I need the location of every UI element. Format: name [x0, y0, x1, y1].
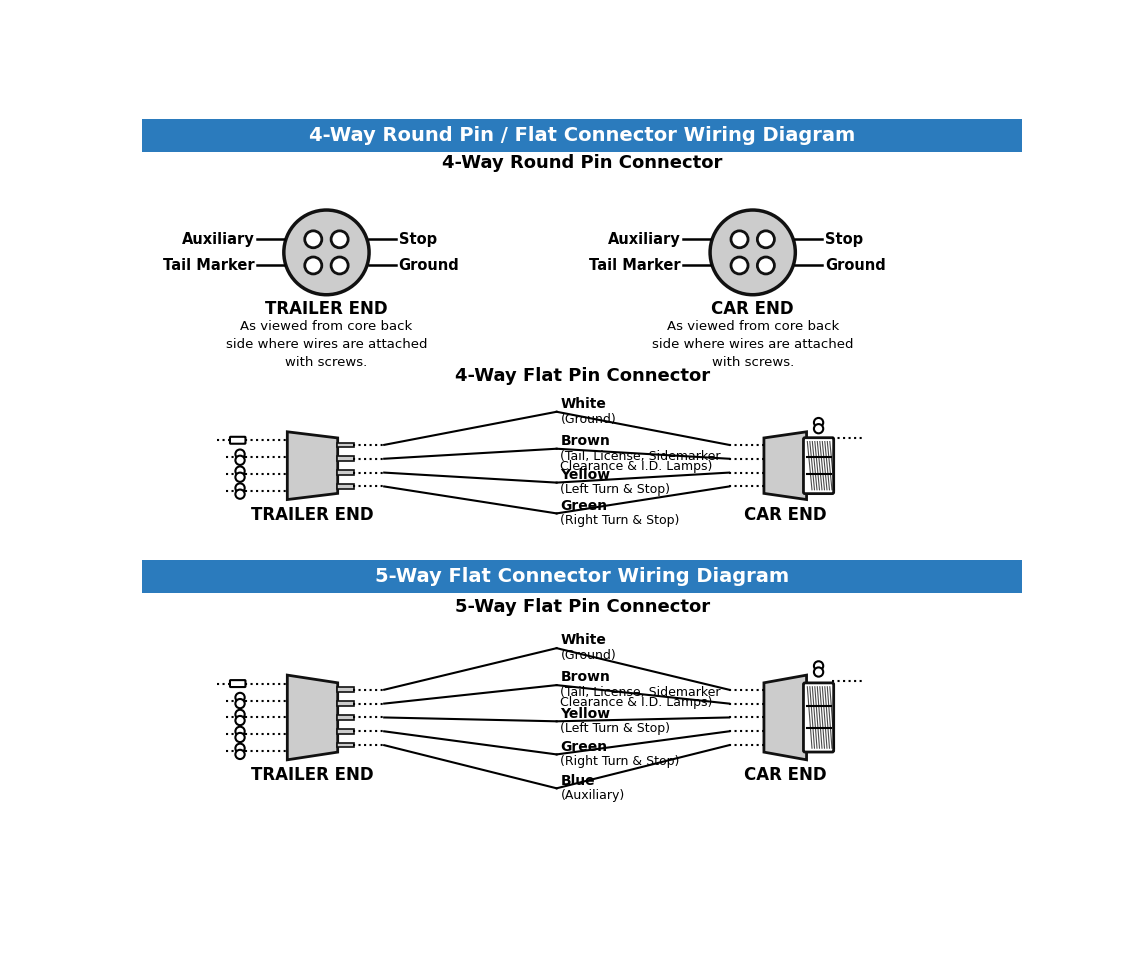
Text: Brown: Brown [560, 434, 610, 448]
Circle shape [235, 483, 244, 493]
Text: White: White [560, 397, 607, 411]
Circle shape [235, 699, 244, 708]
Circle shape [235, 489, 244, 499]
Text: Auxiliary: Auxiliary [608, 232, 680, 247]
FancyBboxPatch shape [337, 729, 353, 733]
FancyBboxPatch shape [337, 443, 353, 447]
Circle shape [813, 424, 824, 433]
Text: (Tail, License, Sidemarker: (Tail, License, Sidemarker [560, 450, 721, 462]
Text: Clearance & I.D. Lamps): Clearance & I.D. Lamps) [560, 696, 713, 709]
FancyBboxPatch shape [803, 683, 834, 752]
Circle shape [813, 418, 824, 428]
Circle shape [235, 473, 244, 481]
Bar [142, 119, 1022, 152]
Text: (Left Turn & Stop): (Left Turn & Stop) [560, 722, 670, 735]
Text: CAR END: CAR END [711, 300, 794, 317]
Text: (Left Turn & Stop): (Left Turn & Stop) [560, 483, 670, 497]
Circle shape [304, 231, 321, 248]
FancyBboxPatch shape [337, 743, 353, 748]
FancyBboxPatch shape [803, 437, 834, 494]
Circle shape [758, 257, 775, 274]
Text: Stop: Stop [825, 232, 863, 247]
Circle shape [235, 450, 244, 458]
Circle shape [235, 716, 244, 726]
Circle shape [730, 231, 747, 248]
Circle shape [304, 257, 321, 274]
Text: TRAILER END: TRAILER END [251, 766, 374, 784]
Circle shape [235, 693, 244, 702]
Text: (Auxiliary): (Auxiliary) [560, 789, 625, 802]
Text: 5-Way Flat Connector Wiring Diagram: 5-Way Flat Connector Wiring Diagram [375, 567, 790, 586]
Text: Green: Green [560, 499, 608, 512]
Polygon shape [287, 676, 337, 760]
Text: TRAILER END: TRAILER END [251, 505, 374, 524]
Circle shape [235, 456, 244, 465]
Text: (Right Turn & Stop): (Right Turn & Stop) [560, 514, 679, 528]
Text: 4-Way Round Pin Connector: 4-Way Round Pin Connector [442, 154, 722, 172]
Circle shape [235, 727, 244, 736]
Text: Yellow: Yellow [560, 468, 611, 481]
Text: CAR END: CAR END [744, 505, 827, 524]
Circle shape [813, 667, 824, 677]
Text: TRAILER END: TRAILER END [265, 300, 387, 317]
FancyBboxPatch shape [337, 687, 353, 692]
Text: As viewed from core back
side where wires are attached
with screws.: As viewed from core back side where wire… [226, 320, 427, 369]
Text: Auxiliary: Auxiliary [182, 232, 254, 247]
Circle shape [235, 744, 244, 752]
Text: Ground: Ground [825, 258, 886, 273]
Text: White: White [560, 633, 607, 648]
Circle shape [331, 257, 348, 274]
Circle shape [813, 661, 824, 671]
Circle shape [235, 710, 244, 719]
Circle shape [710, 210, 795, 295]
Text: (Tail, License, Sidemarker: (Tail, License, Sidemarker [560, 686, 721, 699]
Text: (Ground): (Ground) [560, 412, 616, 426]
Circle shape [331, 231, 348, 248]
Text: Ground: Ground [399, 258, 459, 273]
Bar [142, 560, 1022, 593]
Circle shape [235, 733, 244, 742]
Polygon shape [763, 431, 807, 500]
Text: Tail Marker: Tail Marker [162, 258, 254, 273]
Circle shape [235, 466, 244, 476]
Text: Brown: Brown [560, 671, 610, 684]
Polygon shape [763, 676, 807, 760]
Text: Stop: Stop [399, 232, 436, 247]
Text: Yellow: Yellow [560, 706, 611, 721]
FancyBboxPatch shape [337, 470, 353, 475]
Text: As viewed from core back
side where wires are attached
with screws.: As viewed from core back side where wire… [652, 320, 853, 369]
Text: (Right Turn & Stop): (Right Turn & Stop) [560, 755, 679, 768]
Polygon shape [287, 431, 337, 500]
Circle shape [235, 750, 244, 759]
Text: CAR END: CAR END [744, 766, 827, 784]
FancyBboxPatch shape [337, 484, 353, 489]
FancyBboxPatch shape [337, 715, 353, 720]
Text: Green: Green [560, 740, 608, 753]
Text: Clearance & I.D. Lamps): Clearance & I.D. Lamps) [560, 459, 713, 473]
Text: 4-Way Round Pin / Flat Connector Wiring Diagram: 4-Way Round Pin / Flat Connector Wiring … [309, 126, 855, 145]
FancyBboxPatch shape [337, 456, 353, 461]
Text: Tail Marker: Tail Marker [588, 258, 680, 273]
Text: (Ground): (Ground) [560, 649, 616, 662]
FancyBboxPatch shape [337, 702, 353, 706]
Circle shape [758, 231, 775, 248]
Text: 4-Way Flat Pin Connector: 4-Way Flat Pin Connector [454, 366, 710, 384]
FancyBboxPatch shape [229, 437, 245, 444]
Circle shape [730, 257, 747, 274]
FancyBboxPatch shape [229, 680, 245, 687]
Circle shape [284, 210, 369, 295]
Text: 5-Way Flat Pin Connector: 5-Way Flat Pin Connector [454, 598, 710, 616]
Text: Blue: Blue [560, 774, 595, 787]
